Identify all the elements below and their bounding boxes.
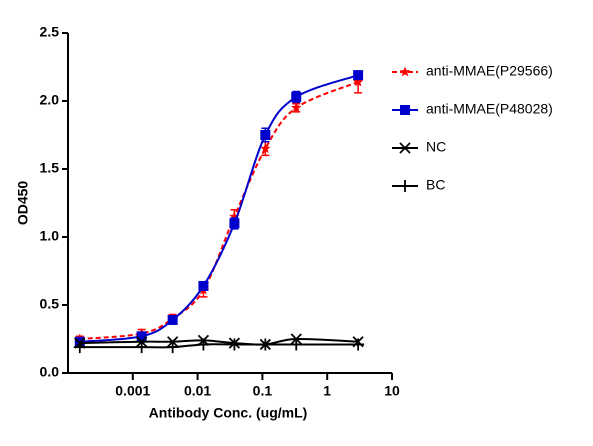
legend-label: anti-MMAE(P48028): [426, 101, 553, 117]
y-tick-label: 0.0: [40, 364, 60, 380]
data-point: [135, 341, 148, 354]
legend-marker: [399, 66, 411, 77]
data-point: [353, 70, 364, 81]
series-line: [79, 343, 359, 349]
y-tick-label: 2.5: [40, 24, 60, 40]
legend-marker: [399, 142, 411, 154]
y-tick-label: 1.5: [40, 160, 60, 176]
legend-label: anti-MMAE(P29566): [426, 63, 553, 79]
legend-marker: [399, 180, 411, 192]
data-point: [167, 314, 178, 325]
legend-label: BC: [426, 177, 445, 193]
data-point: [291, 91, 302, 102]
data-point: [290, 338, 303, 351]
data-point: [352, 76, 364, 87]
x-tick-label: 0.001: [115, 383, 150, 399]
data-point: [260, 143, 271, 153]
data-point: [136, 331, 147, 342]
x-tick-label: 10: [384, 383, 400, 399]
y-tick-label: 1.0: [40, 228, 60, 244]
legend-label: NC: [426, 139, 446, 155]
data-point: [229, 218, 240, 229]
data-point: [228, 338, 241, 351]
data-point: [352, 338, 365, 351]
x-axis-label: Antibody Conc. (ug/mL): [149, 405, 308, 421]
data-point: [198, 280, 209, 291]
series-line: [79, 74, 359, 343]
data-point: [260, 130, 271, 140]
y-tick-label: 2.0: [40, 92, 60, 108]
x-tick-label: 0.1: [253, 383, 273, 399]
data-point: [259, 338, 272, 351]
y-axis-label: OD450: [15, 181, 31, 226]
data-point: [291, 102, 302, 113]
legend-marker: [400, 105, 410, 115]
y-tick-label: 0.5: [40, 296, 60, 312]
series-line: [79, 337, 359, 346]
data-point: [73, 341, 86, 354]
series-line: [79, 81, 359, 340]
data-point: [197, 338, 210, 351]
x-tick-label: 1: [323, 383, 331, 399]
data-point: [166, 341, 179, 354]
x-tick-label: 0.01: [184, 383, 211, 399]
